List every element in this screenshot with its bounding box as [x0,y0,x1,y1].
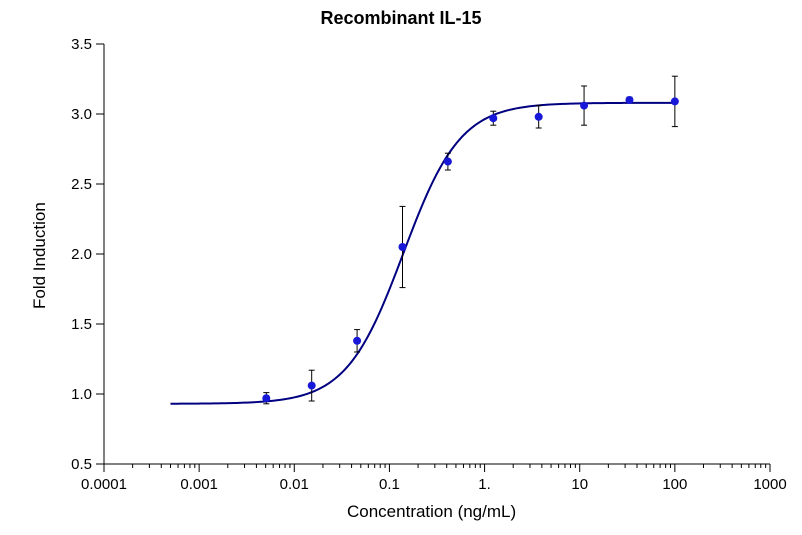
x-tick-label: 10 [550,476,610,493]
data-point [308,382,316,390]
y-tick-label: 3.0 [71,106,92,123]
x-tick-label: 1. [455,476,515,493]
chart-plot-area [0,0,802,535]
y-tick-label: 2.0 [71,246,92,263]
x-tick-label: 0.0001 [74,476,134,493]
y-tick-label: 1.5 [71,316,92,333]
data-point [580,102,588,110]
data-point [535,113,543,121]
y-axis-label: Fold Induction [30,202,50,309]
x-tick-label: 100 [645,476,705,493]
data-point [398,243,406,251]
data-point [489,114,497,122]
y-tick-label: 0.5 [71,456,92,473]
x-tick-label: 0.001 [169,476,229,493]
chart-container: Recombinant IL-15 Fold Induction Concent… [0,0,802,535]
x-tick-label: 0.01 [264,476,324,493]
x-tick-label: 1000 [740,476,800,493]
x-axis-label: Concentration (ng/mL) [347,502,516,522]
data-point [444,158,452,166]
y-tick-label: 1.0 [71,386,92,403]
data-point [625,96,633,104]
y-tick-label: 2.5 [71,176,92,193]
y-tick-label: 3.5 [71,36,92,53]
data-point [353,337,361,345]
data-point [671,97,679,105]
chart-title: Recombinant IL-15 [0,8,802,29]
data-point [262,394,270,402]
x-tick-label: 0.1 [359,476,419,493]
